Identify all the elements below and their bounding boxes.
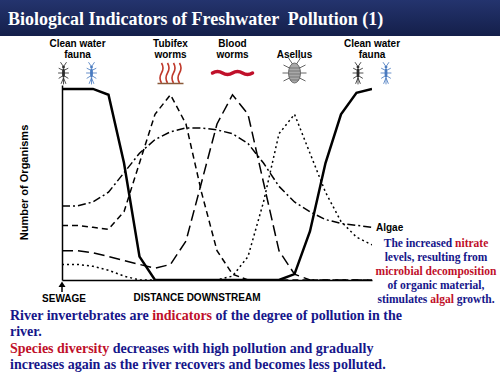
- icon-head: [357, 66, 360, 69]
- icon-head: [90, 66, 93, 69]
- icon-head: [62, 66, 65, 69]
- annotation: SEWAGE: [42, 293, 86, 304]
- icon-worm: [172, 63, 175, 83]
- text-run: The increased: [384, 237, 455, 249]
- series-label-line: fauna: [64, 49, 91, 60]
- text-run: decreases with high pollution and gradua…: [109, 341, 373, 356]
- plot-lines: [62, 89, 372, 280]
- series-label-line: Clean water: [344, 38, 400, 49]
- series-label: Asellus: [277, 49, 313, 60]
- icon-insect: [353, 62, 364, 84]
- text-run: of organic material,: [388, 279, 485, 292]
- organism-icons: [58, 58, 391, 84]
- callout-line: stimulates algal growth.: [377, 293, 494, 306]
- icon-mud: [158, 83, 184, 85]
- callout-line: levels, resulting from: [385, 251, 488, 264]
- icon-limbs: [381, 62, 392, 84]
- series-label: Clean waterfauna: [344, 38, 400, 60]
- note-line: river.: [10, 324, 42, 339]
- icon-worm: [160, 63, 163, 83]
- slide: Biological Indicators of Freshwater Poll…: [0, 0, 500, 375]
- icon-worm: [178, 63, 181, 83]
- text-run: of the degree of pollution in the: [212, 308, 402, 323]
- series-line: [62, 128, 372, 227]
- note-line: River invertebrates are indicators of th…: [10, 308, 402, 323]
- icon-body: [289, 63, 301, 83]
- text-run: growth.: [454, 293, 495, 306]
- series-label: Clean waterfauna: [49, 38, 105, 60]
- text-run: levels, resulting from: [385, 251, 488, 264]
- icon-limbs: [58, 62, 69, 84]
- series-labels: Clean waterfaunaClean waterfaunaTubifexw…: [49, 38, 403, 233]
- title: Biological Indicators of Freshwater Poll…: [8, 9, 383, 30]
- x-axis: [63, 280, 373, 281]
- text-run: river.: [10, 324, 42, 339]
- text-run: River invertebrates are: [10, 308, 152, 323]
- x-axis-title: DISTANCE DOWNSTREAM: [133, 292, 260, 303]
- emphasis: Species diversity: [10, 341, 109, 356]
- series-line: [62, 95, 372, 280]
- callout: The increased nitrate levels, resulting f…: [376, 237, 497, 306]
- series-label-line: fauna: [359, 49, 386, 60]
- icon-head: [385, 66, 388, 69]
- text-run: increases again as the river recovers an…: [10, 357, 386, 372]
- callout-line: microbial decomposition: [376, 265, 497, 278]
- note-line: increases again as the river recovers an…: [10, 357, 386, 372]
- icon-insect: [381, 62, 392, 84]
- series-label: Bloodworms: [215, 38, 249, 60]
- icon-tubifex: [158, 63, 184, 84]
- icon-limbs: [353, 62, 364, 84]
- icon-insect: [58, 62, 69, 84]
- series-label-line: Tubifex: [153, 38, 188, 49]
- series-label-line: worms: [153, 49, 187, 60]
- series-line: [62, 114, 372, 280]
- series-label-line: Clean water: [49, 38, 105, 49]
- emphasis: algal: [430, 293, 454, 306]
- text-run: stimulates: [377, 293, 430, 305]
- emphasis: indicators: [152, 308, 212, 323]
- emphasis: nitrate: [455, 237, 488, 249]
- icon-limbs: [86, 62, 97, 84]
- icon-asellus: [283, 58, 307, 83]
- note-line: Species diversity decreases with high po…: [10, 341, 373, 356]
- annotation-arrowhead: [59, 282, 66, 288]
- series-label-line: worms: [215, 49, 249, 60]
- icon-worm: [213, 72, 253, 75]
- series-line: [62, 89, 372, 280]
- series-label: Algae: [376, 222, 404, 233]
- emphasis: microbial decomposition: [376, 265, 497, 278]
- series-line: [62, 95, 372, 280]
- series-label-line: Asellus: [277, 49, 313, 60]
- callout-line: of organic material,: [388, 279, 485, 292]
- callout-line: The increased nitrate: [384, 237, 489, 249]
- notes: River invertebrates are indicators of th…: [10, 308, 402, 372]
- title-bar: [0, 0, 500, 36]
- icon-worm: [166, 63, 169, 83]
- series-label: Tubifexworms: [153, 38, 188, 60]
- icon-insect: [86, 62, 97, 84]
- icon-bloodworm: [213, 72, 253, 75]
- series-label-line: Blood: [218, 38, 246, 49]
- icon-segments: [289, 68, 301, 80]
- y-axis-title: Number of Organisms: [18, 125, 30, 241]
